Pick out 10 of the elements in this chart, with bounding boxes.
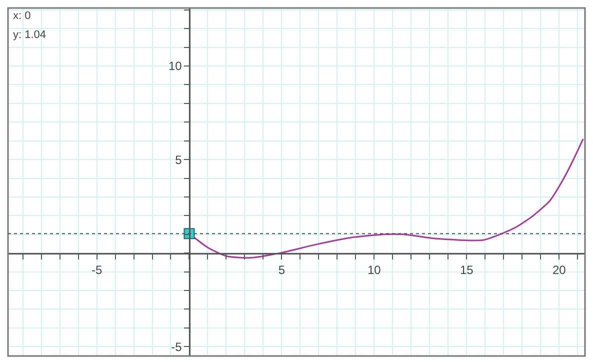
y-tick-label: -5 bbox=[171, 340, 182, 354]
x-tick-label: -5 bbox=[91, 262, 102, 277]
y-tick-label: 5 bbox=[175, 152, 182, 167]
x-tick-label: 10 bbox=[367, 262, 382, 277]
annotation: y: 1.04 bbox=[13, 29, 46, 41]
x-tick-label: 20 bbox=[552, 262, 566, 277]
x-tick-label: 5 bbox=[278, 262, 286, 277]
y-tick-label: 10 bbox=[168, 59, 182, 74]
annotation: x: 0 bbox=[13, 10, 31, 22]
x-tick-label: 15 bbox=[460, 262, 474, 277]
